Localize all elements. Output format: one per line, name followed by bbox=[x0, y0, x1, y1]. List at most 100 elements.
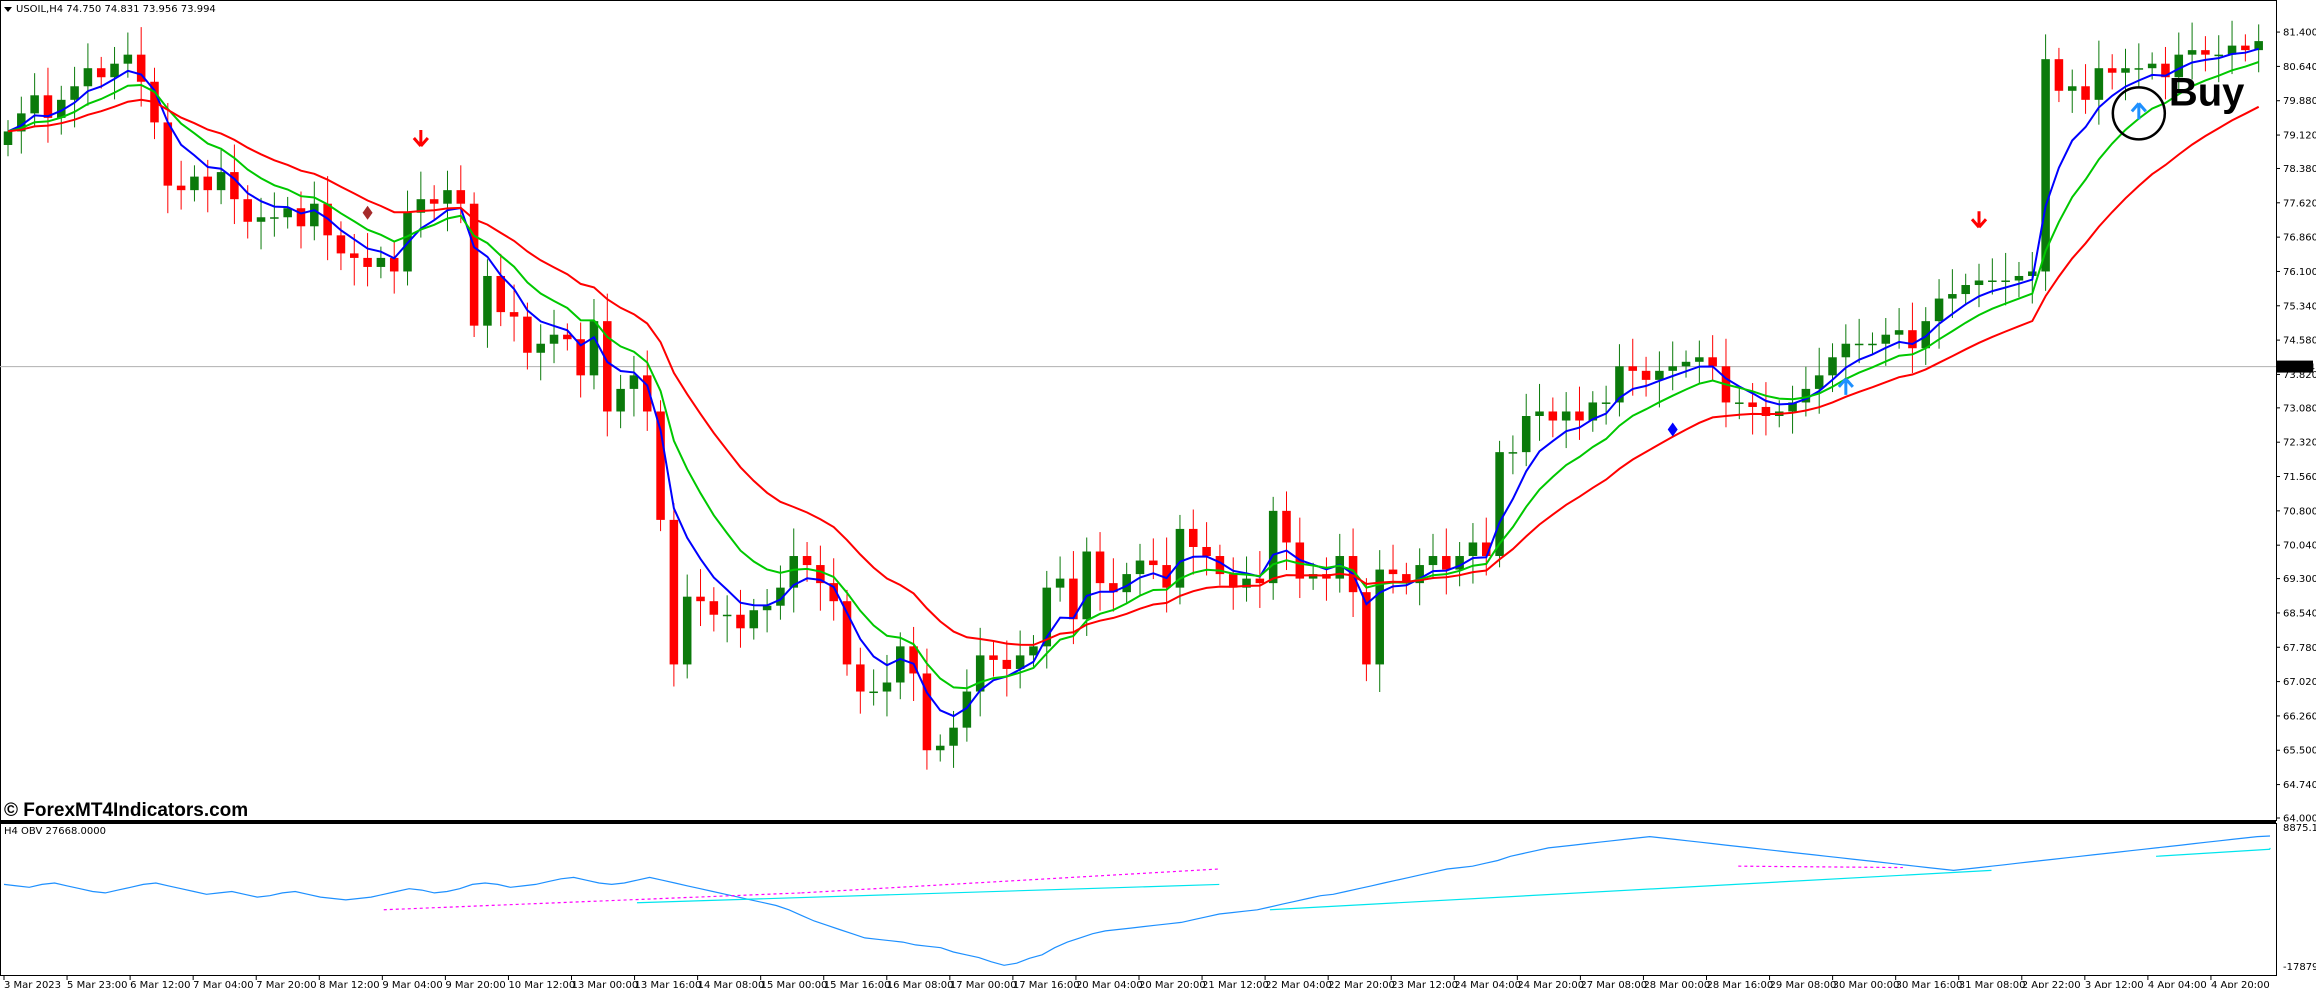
obv-trend-line bbox=[2156, 848, 2271, 857]
candle-bull bbox=[1854, 343, 1864, 346]
time-tick-label: 6 Mar 12:00 bbox=[130, 980, 190, 988]
candle-bull bbox=[1242, 578, 1251, 588]
candle-bear bbox=[363, 257, 372, 267]
candle-bull bbox=[1974, 280, 1984, 286]
ema-lines bbox=[7, 47, 2260, 718]
obv-info-label: H4 OBV 27668.0000 bbox=[4, 826, 106, 837]
candle-bear bbox=[1402, 574, 1411, 584]
time-tick-label: 24 Mar 20:00 bbox=[1517, 980, 1584, 988]
candle-bear bbox=[669, 519, 679, 665]
time-tick-label: 28 Mar 16:00 bbox=[1707, 980, 1774, 988]
candle-bull bbox=[483, 275, 492, 326]
candle-bull bbox=[83, 68, 93, 87]
candle-bull bbox=[722, 614, 732, 617]
time-tick-label: 20 Mar 20:00 bbox=[1139, 980, 1206, 988]
time-tick-label: 5 Mar 23:00 bbox=[67, 980, 127, 988]
candle-bull bbox=[1055, 578, 1065, 588]
price-tick-label: 72.320 bbox=[2283, 438, 2316, 449]
price-tick-label: 81.400 bbox=[2283, 28, 2316, 39]
candle-bull bbox=[1375, 569, 1384, 665]
buy-circle bbox=[2111, 86, 2167, 141]
candle-bull bbox=[1788, 402, 1797, 412]
time-tick-label: 30 Mar 00:00 bbox=[1833, 980, 1900, 988]
price-tick-label: 79.880 bbox=[2283, 96, 2316, 107]
candle-bear bbox=[163, 122, 173, 186]
time-tick-label: 3 Apr 12:00 bbox=[2085, 980, 2144, 988]
candle-bull bbox=[1561, 411, 1571, 421]
candle-bear bbox=[1202, 546, 1211, 557]
candle-bull bbox=[1135, 560, 1145, 575]
down-triangle-icon[interactable] bbox=[4, 7, 12, 12]
current-price-label: 73.994 bbox=[2280, 363, 2315, 374]
time-tick-label: 15 Mar 00:00 bbox=[761, 980, 828, 988]
candle-bear bbox=[496, 275, 506, 313]
candle-bear bbox=[1362, 592, 1371, 665]
candle-bear bbox=[176, 185, 186, 191]
candle-bull bbox=[1601, 402, 1611, 404]
candle-bear bbox=[243, 199, 252, 222]
candle-bull bbox=[2121, 68, 2130, 73]
candle-bull bbox=[789, 556, 799, 588]
candle-bull bbox=[549, 334, 559, 344]
candle-bull bbox=[376, 257, 386, 267]
time-tick-label: 27 Mar 08:00 bbox=[1580, 980, 1647, 988]
current-price-badge bbox=[2277, 360, 2313, 373]
candles bbox=[3, 20, 2263, 770]
candle-bull bbox=[1681, 361, 1691, 367]
obv-tick-bottom: -178794 bbox=[2283, 962, 2316, 973]
candle-bull bbox=[1588, 402, 1598, 421]
time-tick-label: 9 Mar 04:00 bbox=[382, 980, 442, 988]
candle-bull bbox=[2041, 59, 2050, 272]
candle-bull bbox=[949, 727, 958, 746]
candle-bull bbox=[1801, 388, 1811, 403]
candle-bear bbox=[203, 176, 213, 191]
time-tick-label: 7 Mar 04:00 bbox=[193, 980, 253, 988]
candle-bear bbox=[1228, 574, 1238, 588]
price-tick-label: 75.340 bbox=[2283, 301, 2316, 312]
time-tick-label: 17 Mar 16:00 bbox=[1013, 980, 1080, 988]
time-tick-label: 17 Mar 00:00 bbox=[950, 980, 1017, 988]
candle-bear bbox=[349, 253, 359, 258]
candle-bear bbox=[563, 334, 572, 340]
candle-bull bbox=[1615, 366, 1624, 403]
obv-line bbox=[3, 835, 2271, 966]
candle-bull bbox=[749, 610, 759, 629]
candle-bear bbox=[856, 664, 865, 692]
candle-bear bbox=[2201, 50, 2210, 55]
candle-bear bbox=[456, 190, 466, 204]
candle-bear bbox=[1002, 659, 1012, 669]
candle-bear bbox=[1442, 556, 1451, 570]
candle-bear bbox=[1189, 528, 1198, 547]
candle-bull bbox=[1335, 556, 1345, 579]
price-tick-label: 70.040 bbox=[2283, 541, 2316, 552]
candle-bull bbox=[896, 646, 905, 683]
time-tick-label: 24 Mar 04:00 bbox=[1454, 980, 1521, 988]
candle-bear bbox=[1388, 569, 1398, 575]
obv-indicator: 8875.15 -178794 bbox=[3, 823, 2316, 973]
candle-bull bbox=[70, 86, 79, 100]
candle-bull bbox=[962, 691, 972, 728]
candle-bear bbox=[736, 614, 745, 629]
candle-bull bbox=[2014, 275, 2024, 281]
time-tick-label: 3 Mar 2023 bbox=[4, 980, 61, 988]
price-tick-label: 69.300 bbox=[2283, 574, 2316, 585]
candle-bull bbox=[270, 217, 279, 219]
obv-trend-line bbox=[636, 883, 1220, 904]
price-tick-label: 65.500 bbox=[2283, 746, 2316, 757]
candle-bull bbox=[2187, 50, 2197, 55]
candle-bull bbox=[110, 63, 119, 78]
time-tick-label: 13 Mar 16:00 bbox=[635, 980, 702, 988]
time-tick-label: 21 Mar 12:00 bbox=[1202, 980, 1269, 988]
candle-bull bbox=[1042, 587, 1052, 647]
time-tick-label: 4 Apr 20:00 bbox=[2211, 980, 2270, 988]
candle-bear bbox=[1109, 583, 1118, 593]
candle-bear bbox=[1255, 578, 1265, 584]
candle-bull bbox=[1015, 655, 1025, 669]
candle-bear bbox=[709, 601, 719, 615]
candle-bull bbox=[935, 745, 945, 751]
candle-bull bbox=[1668, 366, 1677, 371]
candle-bear bbox=[1149, 560, 1158, 566]
time-tick-label: 29 Mar 08:00 bbox=[1770, 980, 1837, 988]
obv-tick-top: 8875.15 bbox=[2283, 823, 2316, 834]
candle-bear bbox=[1548, 411, 1558, 421]
